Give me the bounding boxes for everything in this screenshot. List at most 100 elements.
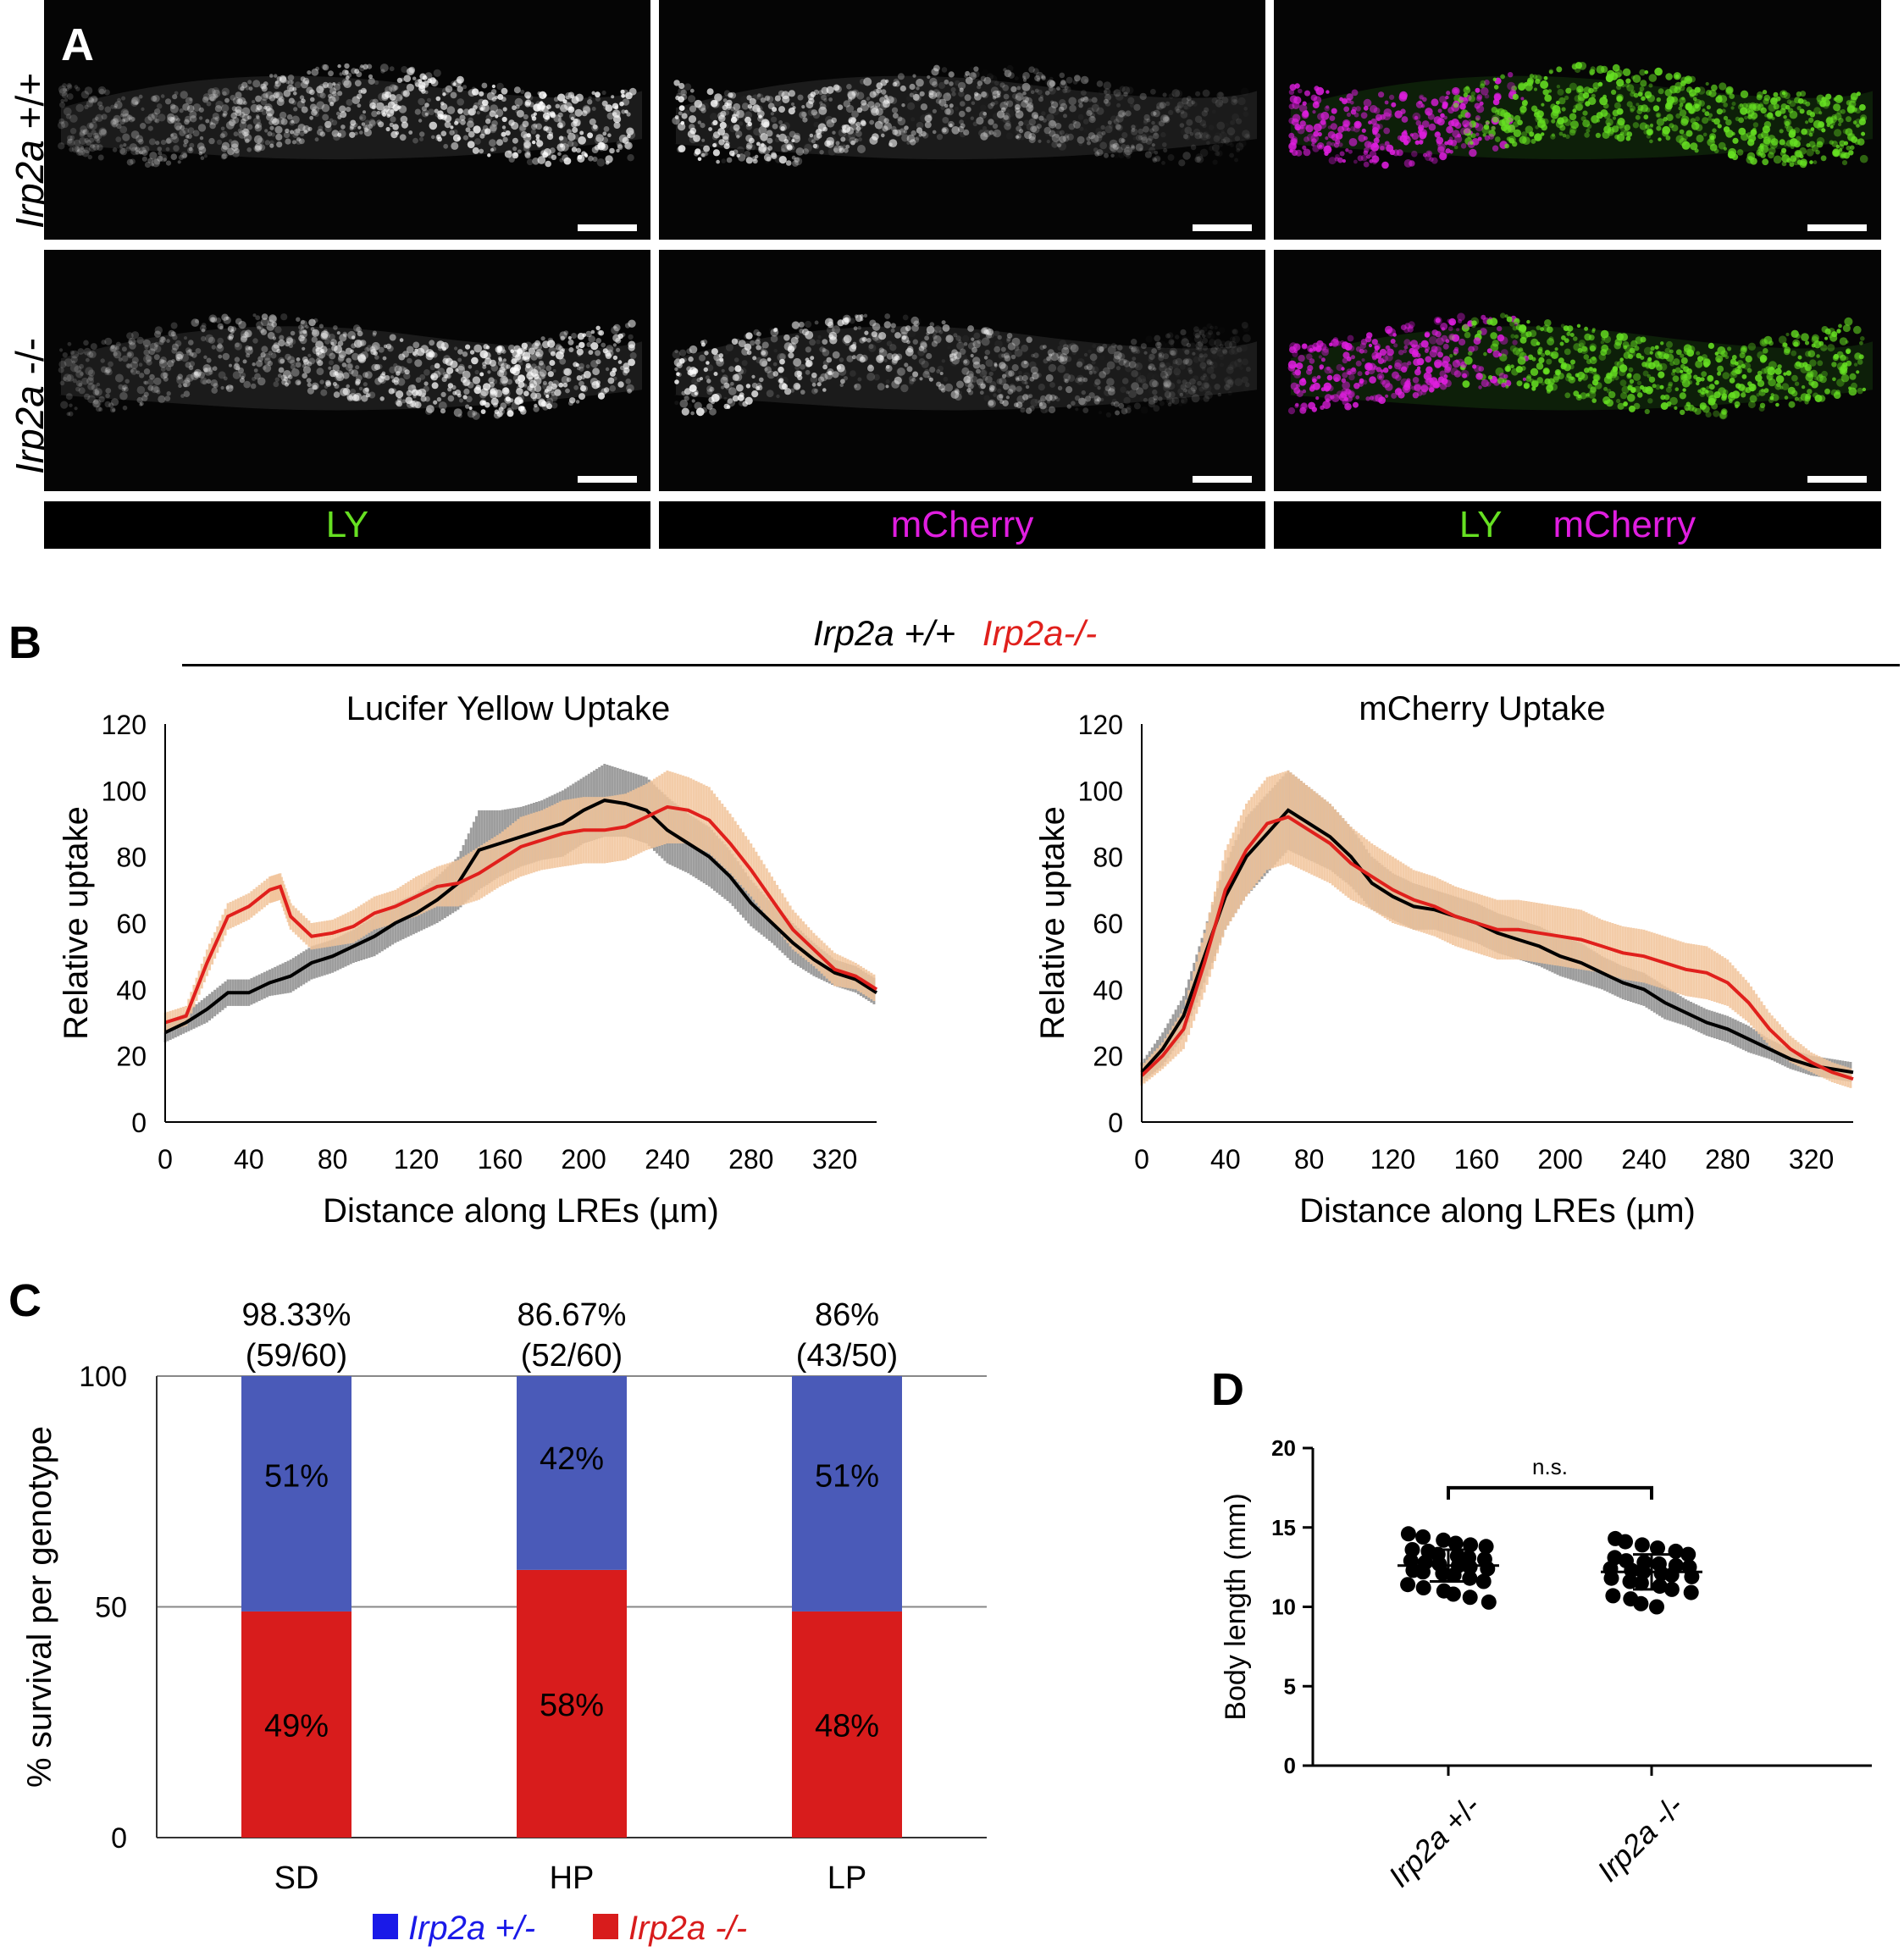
cell-dot — [1148, 135, 1154, 141]
cell-dot — [1099, 411, 1102, 414]
cell-dot — [1350, 108, 1357, 115]
cell-dot — [1831, 114, 1837, 120]
cell-dot — [1014, 95, 1022, 103]
cell-dot — [1810, 127, 1815, 131]
cell-dot — [840, 136, 846, 142]
cell-dot — [187, 146, 194, 154]
cell-dot — [1348, 373, 1355, 381]
cell-dot — [457, 357, 462, 362]
cell-dot — [955, 80, 960, 86]
cell-dot — [1134, 363, 1139, 368]
cell-dot — [566, 129, 572, 135]
cell-dot — [883, 321, 891, 329]
cell-dot — [744, 111, 753, 119]
cell-dot — [1087, 107, 1094, 115]
cell-dot — [944, 108, 951, 115]
cell-dot — [243, 101, 247, 105]
cell-dot — [612, 376, 617, 381]
cell-dot — [198, 152, 202, 156]
cell-dot — [333, 133, 340, 141]
cell-dot — [285, 353, 291, 361]
cell-dot — [1846, 145, 1851, 151]
cell-dot — [1580, 116, 1586, 122]
cell-dot — [1809, 129, 1815, 135]
cell-dot — [700, 123, 706, 129]
cell-dot — [1139, 396, 1144, 401]
cell-dot — [807, 108, 815, 117]
cell-dot — [1193, 375, 1198, 381]
cell-dot — [1681, 97, 1685, 101]
cell-dot — [972, 357, 981, 365]
cell-dot — [1625, 78, 1631, 84]
cell-dot — [629, 351, 637, 359]
cell-dot — [213, 94, 219, 99]
cell-dot — [1096, 131, 1104, 139]
cell-dot — [1192, 351, 1196, 356]
cell-dot — [1378, 91, 1385, 98]
cell-dot — [1492, 145, 1499, 152]
cell-dot — [491, 84, 496, 89]
cell-dot — [1785, 125, 1793, 133]
cell-dot — [723, 109, 730, 116]
cell-dot — [1168, 391, 1176, 398]
cell-dot — [233, 131, 239, 137]
cell-dot — [196, 142, 205, 151]
cell-dot — [158, 151, 163, 156]
cell-dot — [1425, 150, 1433, 158]
cell-dot — [912, 74, 916, 78]
cell-dot — [609, 384, 617, 392]
cell-dot — [1153, 132, 1160, 140]
cell-dot — [595, 338, 601, 344]
cell-dot — [293, 129, 301, 136]
cell-dot — [86, 122, 93, 130]
cell-dot — [562, 382, 568, 388]
cell-dot — [119, 147, 128, 156]
cell-dot — [1038, 384, 1045, 391]
cell-dot — [353, 324, 361, 332]
cell-dot — [164, 98, 172, 105]
cell-dot — [972, 361, 981, 369]
cell-dot — [250, 103, 259, 113]
cell-dot — [1541, 102, 1545, 107]
cell-dot — [1716, 108, 1723, 115]
cell-dot — [1839, 140, 1846, 146]
cell-dot — [1193, 334, 1203, 343]
cell-dot — [170, 322, 178, 329]
cell-dot — [211, 345, 216, 350]
cell-dot — [514, 97, 523, 107]
cell-dot — [1237, 346, 1243, 353]
cell-dot — [1684, 75, 1693, 85]
cell-dot — [876, 87, 882, 94]
cell-dot — [1481, 87, 1489, 96]
cell-dot — [1660, 402, 1669, 410]
cell-dot — [69, 146, 75, 152]
cell-dot — [1534, 87, 1537, 91]
cell-dot — [1200, 375, 1205, 381]
cell-dot — [867, 101, 875, 108]
cell-dot — [321, 103, 330, 113]
cell-dot — [1492, 114, 1500, 123]
cell-dot — [1022, 96, 1029, 103]
cell-dot — [1760, 152, 1766, 158]
cell-dot — [833, 145, 842, 154]
cell-dot — [1781, 147, 1787, 153]
cell-dot — [850, 370, 856, 377]
cell-dot — [1398, 350, 1404, 356]
cell-dot — [245, 345, 251, 351]
cell-dot — [1056, 130, 1062, 136]
cell-dot — [981, 369, 988, 376]
cell-dot — [582, 105, 590, 113]
cell-dot — [711, 348, 718, 356]
cell-dot — [1046, 140, 1050, 144]
cell-dot — [595, 134, 604, 143]
cell-dot — [674, 379, 679, 384]
cell-dot — [1702, 117, 1709, 124]
cell-dot — [295, 379, 302, 386]
cell-dot — [1298, 88, 1303, 94]
cell-dot — [212, 366, 218, 371]
cell-dot — [1202, 123, 1207, 129]
cell-dot — [307, 70, 312, 75]
cell-dot — [938, 384, 945, 391]
cell-dot — [161, 336, 165, 341]
cell-dot — [1504, 143, 1509, 149]
